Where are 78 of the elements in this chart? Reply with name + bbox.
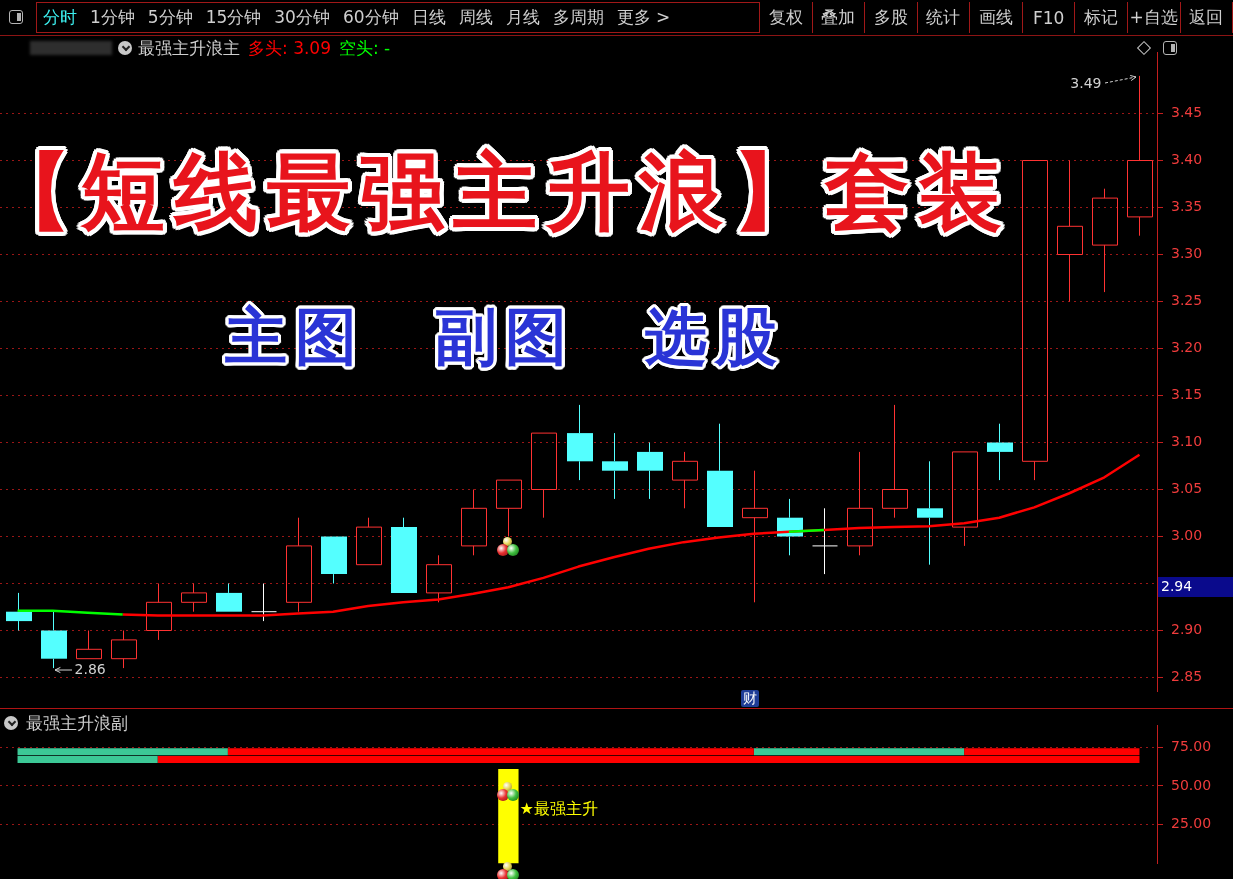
text: 统计 (917, 2, 971, 33)
candlestick (882, 404, 908, 519)
y-tick-label: 2.90 (1171, 621, 1203, 638)
candlestick (531, 432, 557, 519)
candlestick (461, 489, 487, 556)
candlestick (952, 451, 978, 547)
text: 主图 副图 选股 (225, 300, 785, 373)
annotation: 财 (741, 690, 759, 707)
y-tick-label: 75.00 (1171, 737, 1212, 754)
candlestick (1057, 160, 1083, 302)
candlestick (6, 592, 32, 631)
candlestick (216, 583, 242, 612)
annotation: 3.49 (1070, 74, 1102, 91)
annotation: : 3.09 (282, 38, 331, 58)
y-tick-label: 50.00 (1171, 776, 1212, 793)
candlestick (391, 517, 417, 593)
candlestick (567, 404, 593, 481)
legend-title: 最强主升浪主 (138, 38, 240, 58)
text: 画线 (970, 2, 1023, 33)
candlestick (602, 432, 628, 500)
text: 多股 (865, 2, 918, 33)
y-tick-label: 25.00 (1171, 815, 1212, 832)
text: +自选 (1127, 2, 1181, 33)
candlestick (847, 451, 873, 556)
text: 15分钟 (205, 6, 262, 29)
candlestick (812, 507, 838, 575)
candlestick (1127, 75, 1153, 237)
text: 标记 (1075, 2, 1128, 33)
y-tick-label: 3.30 (1171, 245, 1203, 262)
candlestick (76, 630, 102, 660)
annotation: 2.86 (74, 660, 106, 677)
text: 【短线最强主升浪】套装 (0, 143, 1011, 241)
text: 复权 (760, 2, 813, 33)
y-tick-label: 3.05 (1171, 480, 1203, 497)
text: 周线 (458, 6, 493, 29)
text: 多周期 (552, 6, 604, 29)
text: 60分钟 (342, 6, 399, 29)
candlestick (917, 460, 943, 566)
candlestick (1092, 188, 1118, 293)
text: 2.94 (1161, 577, 1193, 594)
y-tick-label: 3.40 (1171, 151, 1203, 168)
text: 分时 (43, 6, 77, 29)
text: 更多 > (616, 6, 671, 29)
candlestick (321, 536, 347, 584)
candlestick (181, 583, 207, 613)
text: 叠加 (812, 2, 866, 33)
text: 返回 (1180, 2, 1233, 33)
annotation: : - (372, 38, 391, 58)
text: 5分钟 (147, 6, 193, 29)
candlestick (146, 583, 172, 641)
y-tick-label: 3.10 (1171, 433, 1203, 450)
candlestick (637, 442, 663, 500)
candlestick (111, 630, 137, 669)
chart-title: 最强主升浪副 (26, 713, 128, 733)
y-tick-label: 3.00 (1171, 527, 1203, 544)
candlestick (987, 423, 1013, 481)
candlestick (672, 451, 698, 509)
candlestick (251, 583, 277, 622)
text: 30分钟 (274, 6, 330, 29)
text: 日线 (411, 6, 446, 29)
annotation: ★最强主升 (519, 799, 598, 819)
y-tick-label: 2.85 (1171, 668, 1203, 685)
candlestick (742, 470, 768, 603)
y-tick-label: 3.35 (1171, 198, 1203, 215)
text: 空头 (338, 38, 373, 58)
text: 多头 (248, 38, 282, 58)
text: 1分钟 (90, 6, 135, 29)
y-tick-label: 3.45 (1171, 104, 1203, 121)
candlestick (496, 479, 522, 537)
candlestick (286, 517, 312, 613)
candlestick (707, 423, 733, 528)
text: 月线 (505, 6, 540, 29)
y-tick-label: 3.20 (1171, 339, 1203, 356)
y-tick-label: 3.15 (1171, 386, 1203, 403)
candlestick (426, 554, 452, 603)
candlestick (1022, 160, 1048, 481)
text: F10 (1022, 2, 1076, 33)
y-tick-label: 3.25 (1171, 292, 1203, 309)
